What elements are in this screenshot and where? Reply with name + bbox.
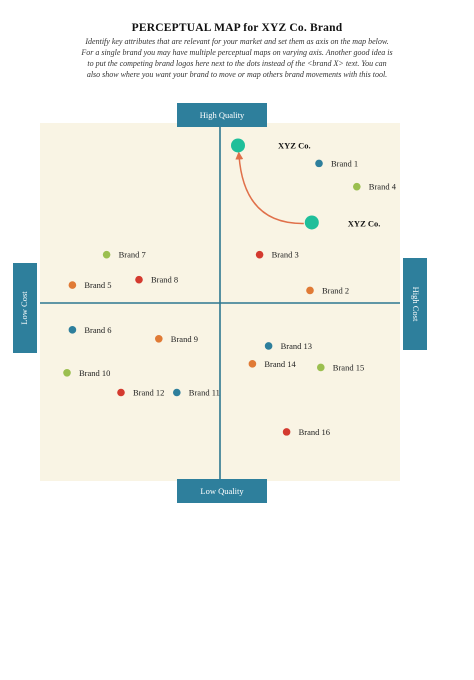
intro-line: to put the competing brand logos here ne… (87, 59, 387, 68)
brand-point (264, 342, 273, 350)
brand-label: Brand 5 (84, 280, 111, 290)
brand-point (255, 250, 264, 259)
brand-label: Brand 15 (333, 362, 364, 372)
axis-top-label: High Quality (200, 110, 245, 120)
brand-label: Brand 7 (119, 250, 146, 260)
map-marks: Brand 1 Brand 4 Brand 3 Brand 2 Brand 7 Brand… (63, 138, 397, 437)
brand-label: Brand 14 (264, 359, 296, 369)
brand-point (317, 363, 325, 372)
brand-point (68, 281, 77, 289)
axis-right-label: High Cost (411, 287, 421, 322)
xyz-target-point (231, 138, 245, 153)
brand-label: Brand 2 (322, 285, 349, 295)
brand-point (155, 335, 163, 343)
movement-arrow (235, 151, 304, 225)
intro-line: Identify key attributes that are relevan… (85, 37, 389, 46)
xyz-current-label: XYZ Co. (348, 218, 381, 228)
brand-point (135, 275, 143, 284)
axis-left-label: Low Cost (19, 291, 29, 325)
page-title: PERCEPTUAL MAP for XYZ Co. Brand (131, 22, 343, 34)
brand-label: Brand 1 (331, 158, 358, 168)
axis-bottom-box (177, 479, 267, 503)
xyz-target-label: XYZ Co. (278, 140, 311, 150)
brand-point (68, 326, 77, 334)
brand-point (282, 428, 291, 436)
brand-point (306, 286, 314, 295)
axis-right-box (403, 258, 427, 350)
brand-label: Brand 10 (79, 368, 110, 378)
axis-bottom-label: Low Quality (200, 486, 244, 496)
axis-top-box (177, 103, 267, 127)
brand-label: Brand 9 (171, 334, 198, 344)
axis-left: Low Cost (13, 263, 37, 353)
brand-label: Brand 3 (272, 250, 299, 260)
brand-label: Brand 13 (281, 341, 312, 351)
brand-point (102, 250, 111, 259)
brand-label: Brand 16 (299, 427, 330, 437)
brand-label: Brand 6 (84, 325, 111, 335)
xyz-current-point (304, 215, 319, 230)
intro-text: Identify key attributes that are relevan… (42, 36, 432, 80)
brand-point (63, 369, 71, 377)
brand-point (173, 388, 181, 397)
brand-label: Brand 4 (369, 182, 397, 192)
brand-point (117, 388, 125, 397)
brand-point (315, 159, 323, 168)
brand-label: Brand 8 (151, 275, 178, 285)
intro-line: For a single brand you may have multiple… (81, 48, 393, 57)
axis-right: High Cost (403, 258, 427, 350)
intro-line: also show where you want your brand to m… (86, 70, 388, 79)
axis-top: High Quality (177, 103, 267, 127)
brand-label: Brand 12 (133, 388, 164, 398)
brand-point (353, 182, 361, 191)
axis-bottom: Low Quality (177, 479, 267, 503)
axis-left-box (13, 263, 37, 353)
brand-point (248, 360, 257, 368)
brand-label: Brand 11 (189, 388, 220, 398)
